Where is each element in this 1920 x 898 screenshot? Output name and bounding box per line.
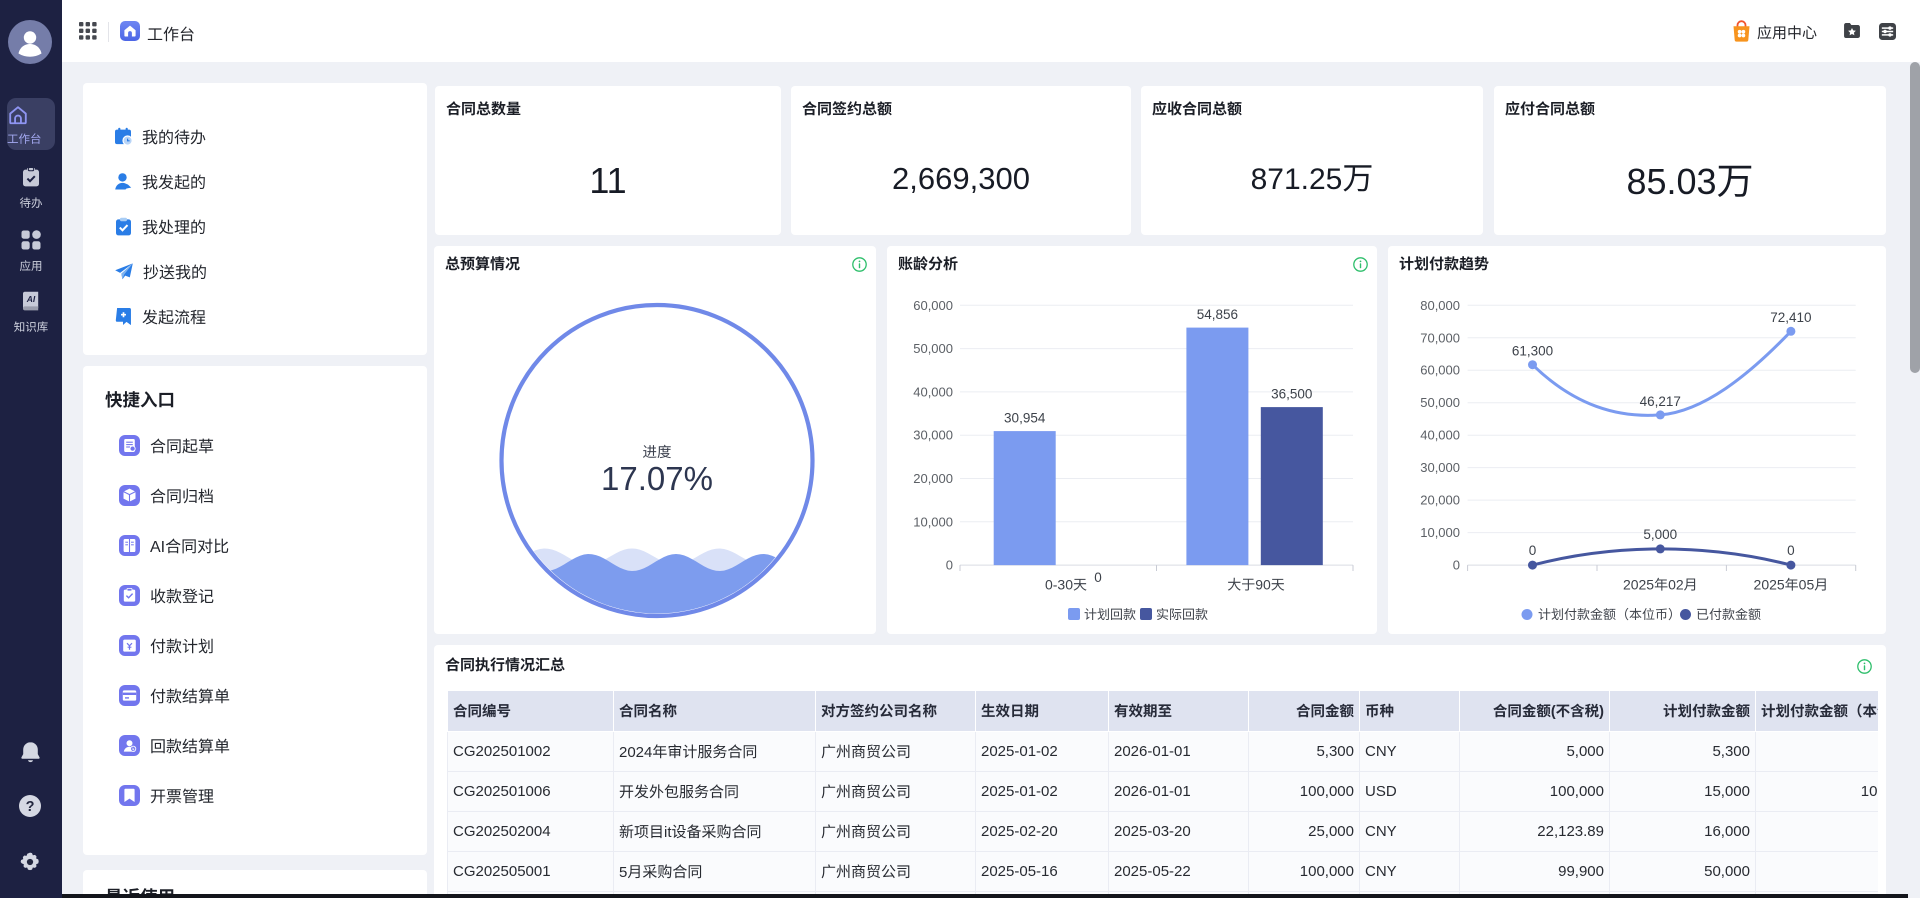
svg-text:10,000: 10,000 <box>1420 525 1460 540</box>
svg-text:20,000: 20,000 <box>913 471 953 486</box>
svg-text:54,856: 54,856 <box>1197 307 1238 322</box>
svg-text:已付款金额: 已付款金额 <box>1696 607 1761 622</box>
svg-text:0: 0 <box>1453 558 1460 573</box>
svg-text:进度: 进度 <box>643 444 672 461</box>
svg-text:¥: ¥ <box>132 746 135 751</box>
svg-text:0: 0 <box>1529 543 1537 558</box>
svg-text:实际回款: 实际回款 <box>1156 607 1208 622</box>
svg-text:40,000: 40,000 <box>1420 428 1460 443</box>
svg-text:2025年05月: 2025年05月 <box>1754 576 1829 592</box>
svg-text:0: 0 <box>946 558 953 573</box>
svg-text:50,000: 50,000 <box>913 341 953 356</box>
svg-text:大于90天: 大于90天 <box>1227 576 1285 592</box>
svg-text:30,000: 30,000 <box>1420 460 1460 475</box>
svg-text:计划回款: 计划回款 <box>1084 607 1136 622</box>
svg-text:30,000: 30,000 <box>913 428 953 443</box>
svg-text:10,000: 10,000 <box>913 514 953 529</box>
svg-text:5,000: 5,000 <box>1643 527 1677 542</box>
svg-text:80,000: 80,000 <box>1420 298 1460 313</box>
svg-text:0-30天: 0-30天 <box>1045 576 1087 592</box>
svg-text:0: 0 <box>1094 570 1102 585</box>
svg-text:0: 0 <box>1787 543 1795 558</box>
svg-text:AI: AI <box>26 294 36 304</box>
svg-text:70,000: 70,000 <box>1420 330 1460 345</box>
svg-text:50,000: 50,000 <box>1420 395 1460 410</box>
svg-text:17.07%: 17.07% <box>601 460 713 497</box>
svg-text:60,000: 60,000 <box>1420 363 1460 378</box>
svg-text:61,300: 61,300 <box>1512 344 1553 359</box>
svg-text:20,000: 20,000 <box>1420 493 1460 508</box>
svg-text:40,000: 40,000 <box>913 384 953 399</box>
svg-text:30,954: 30,954 <box>1004 411 1046 426</box>
svg-text:60,000: 60,000 <box>913 298 953 313</box>
svg-text:2025年02月: 2025年02月 <box>1623 576 1698 592</box>
svg-text:计划付款金额（本位币）: 计划付款金额（本位币） <box>1538 607 1681 622</box>
svg-text:?: ? <box>26 799 35 815</box>
svg-text:36,500: 36,500 <box>1271 387 1312 402</box>
svg-text:72,410: 72,410 <box>1770 310 1811 325</box>
svg-text:46,217: 46,217 <box>1640 394 1681 409</box>
